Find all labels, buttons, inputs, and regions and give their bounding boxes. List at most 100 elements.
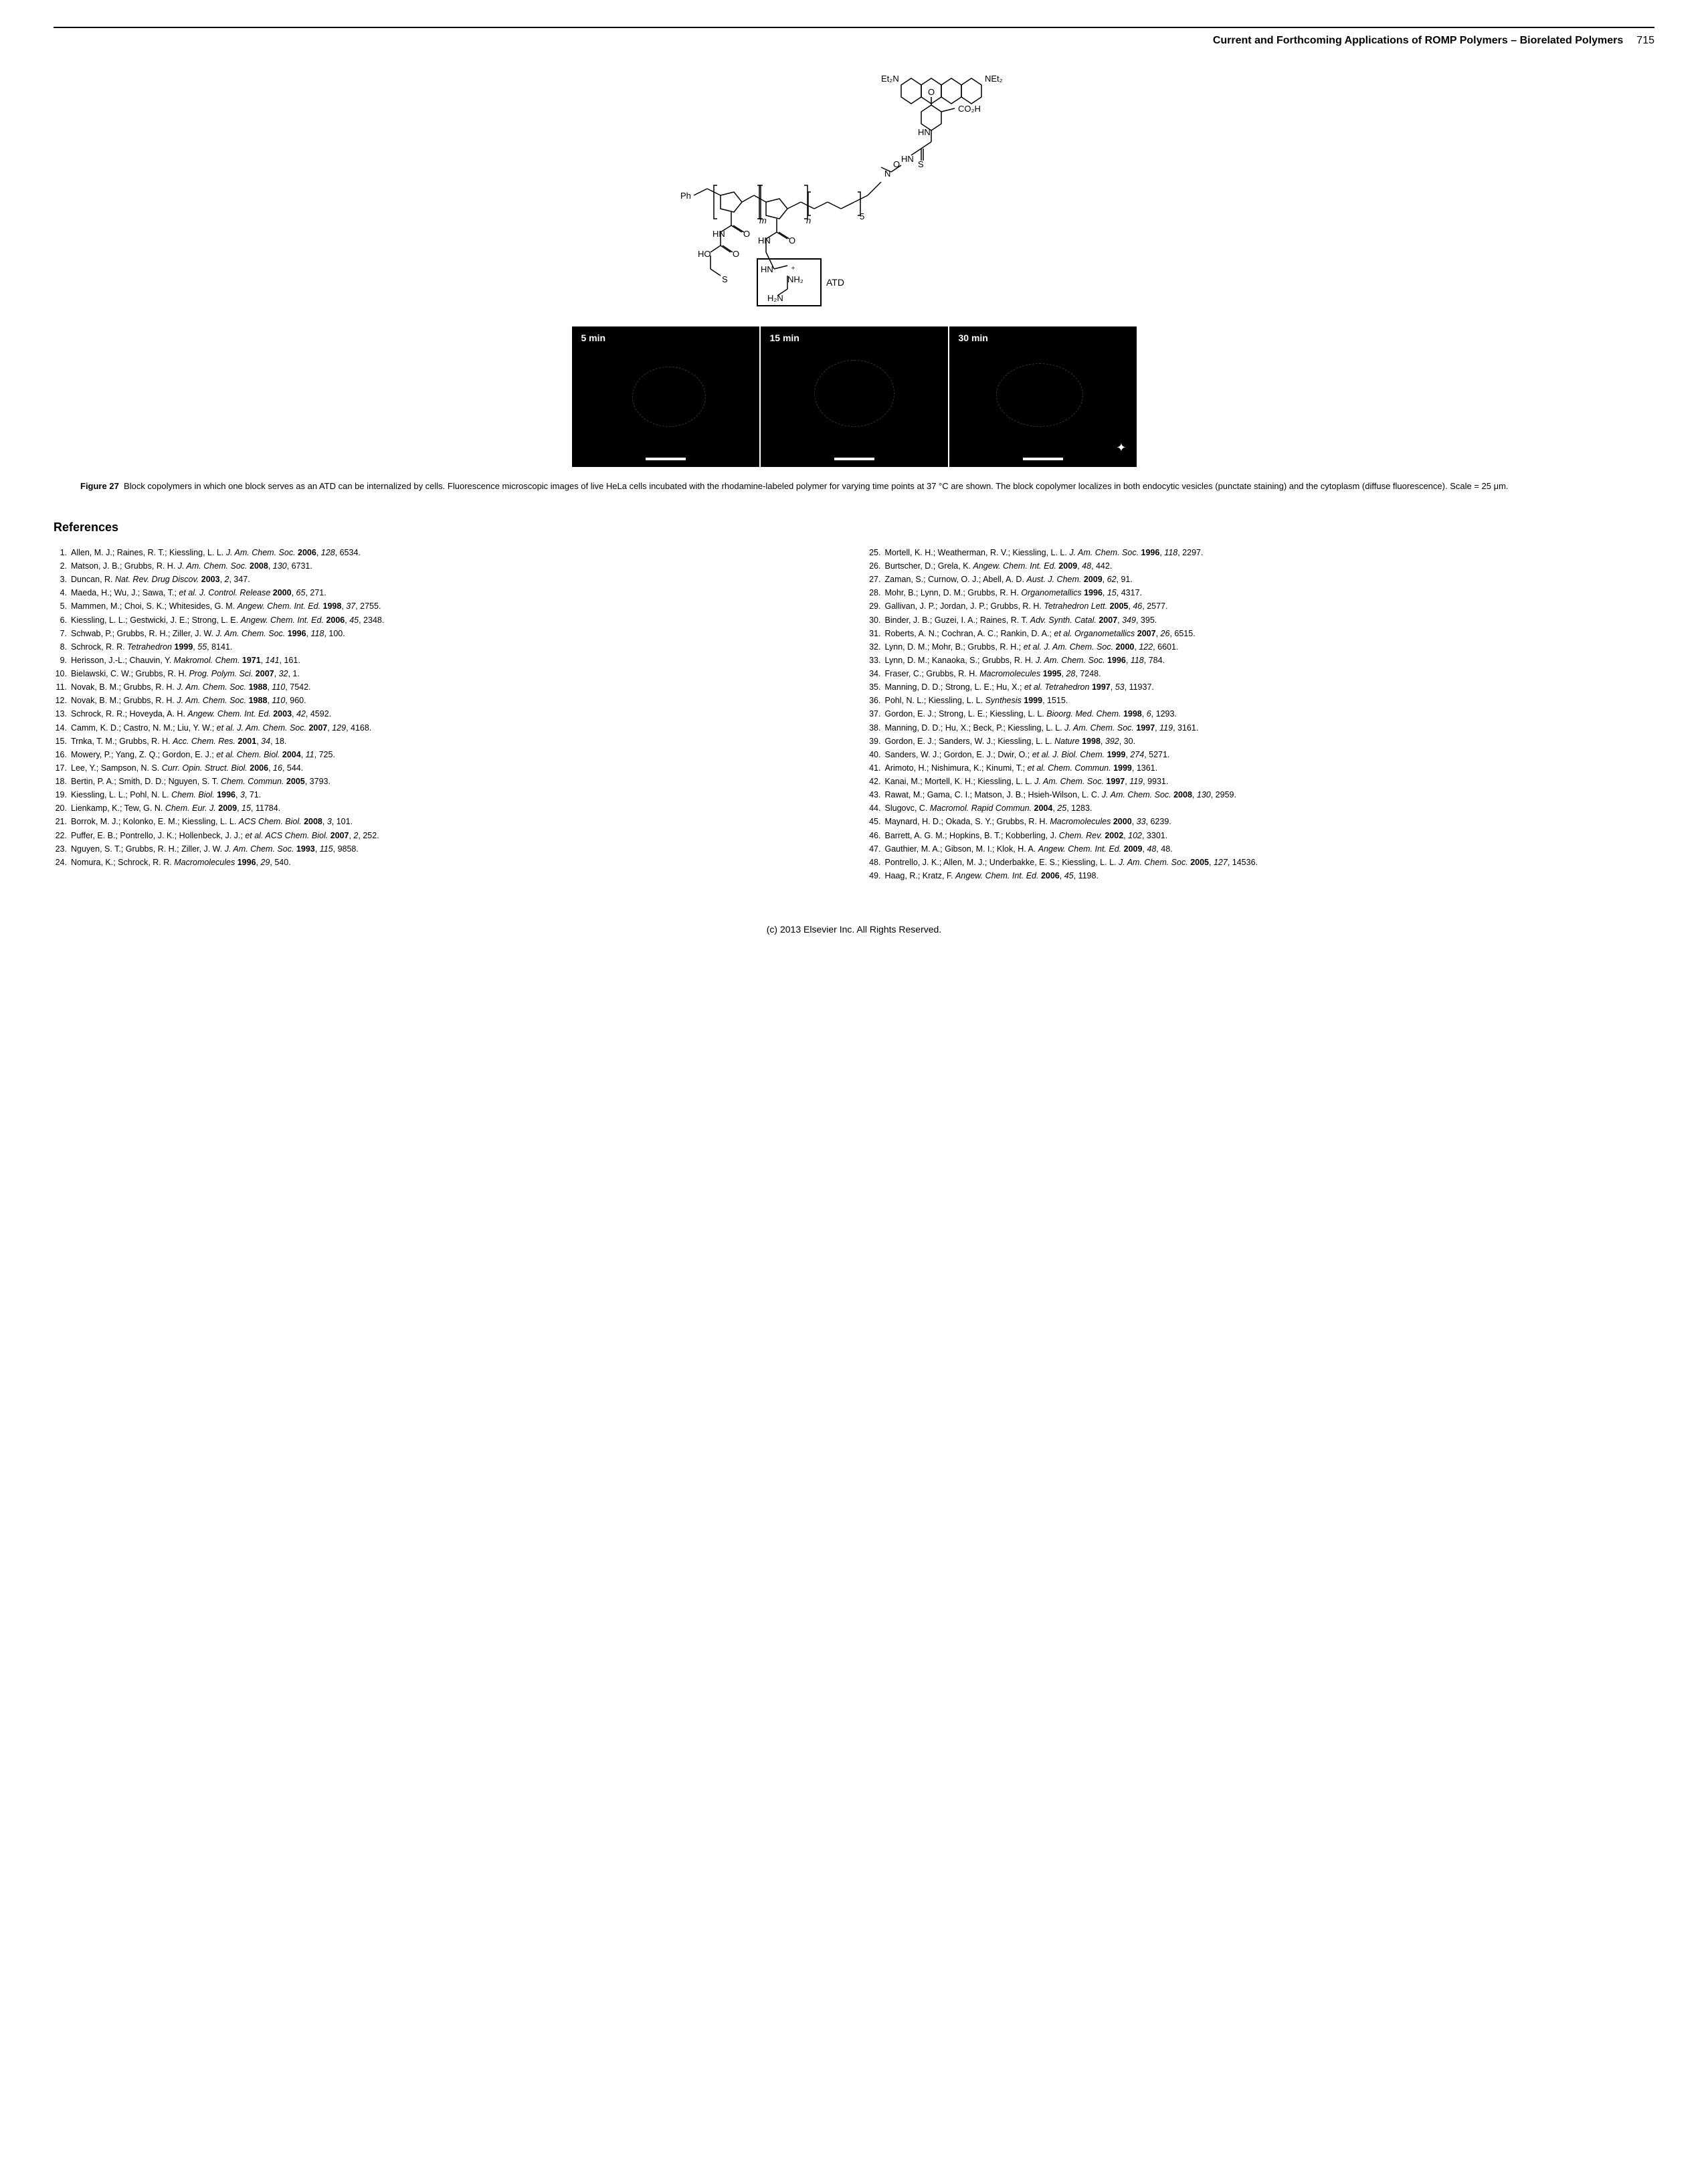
reference-text: Puffer, E. B.; Pontrello, J. K.; Hollenb… (71, 830, 841, 842)
microscopy-panels: 5 min 15 min 30 min ✦ (54, 326, 1654, 467)
reference-item: 22.Puffer, E. B.; Pontrello, J. K.; Holl… (54, 830, 841, 842)
svg-text:n: n (806, 215, 811, 225)
reference-text: Camm, K. D.; Castro, N. M.; Liu, Y. W.; … (71, 722, 841, 734)
reference-item: 18.Bertin, P. A.; Smith, D. D.; Nguyen, … (54, 775, 841, 787)
reference-number: 11. (54, 681, 71, 693)
reference-number: 45. (868, 816, 885, 828)
header-rule (54, 27, 1654, 28)
reference-number: 9. (54, 654, 71, 666)
reference-number: 36. (868, 694, 885, 706)
reference-text: Gordon, E. J.; Strong, L. E.; Kiessling,… (885, 708, 1655, 720)
reference-text: Zaman, S.; Curnow, O. J.; Abell, A. D. A… (885, 573, 1655, 585)
reference-item: 21.Borrok, M. J.; Kolonko, E. M.; Kiessl… (54, 816, 841, 828)
panel-label: 30 min (955, 330, 992, 347)
reference-text: Gauthier, M. A.; Gibson, M. I.; Klok, H.… (885, 843, 1655, 855)
svg-text:ATD: ATD (826, 277, 844, 288)
reference-number: 25. (868, 547, 885, 559)
reference-number: 43. (868, 789, 885, 801)
reference-number: 18. (54, 775, 71, 787)
svg-text:HN: HN (901, 154, 914, 164)
reference-number: 20. (54, 802, 71, 814)
reference-number: 38. (868, 722, 885, 734)
svg-text:5: 5 (860, 211, 864, 221)
reference-item: 1.Allen, M. J.; Raines, R. T.; Kiessling… (54, 547, 841, 559)
reference-number: 29. (868, 600, 885, 612)
panel-5min: 5 min (572, 326, 759, 467)
panel-15min: 15 min (761, 326, 948, 467)
reference-text: Nguyen, S. T.; Grubbs, R. H.; Ziller, J.… (71, 843, 841, 855)
reference-number: 4. (54, 587, 71, 599)
reference-item: 16.Mowery, P.; Yang, Z. Q.; Gordon, E. J… (54, 749, 841, 761)
reference-number: 41. (868, 762, 885, 774)
reference-text: Barrett, A. G. M.; Hopkins, B. T.; Kobbe… (885, 830, 1655, 842)
reference-text: Novak, B. M.; Grubbs, R. H. J. Am. Chem.… (71, 681, 841, 693)
reference-item: 26.Burtscher, D.; Grela, K. Angew. Chem.… (868, 560, 1655, 572)
reference-text: Duncan, R. Nat. Rev. Drug Discov. 2003, … (71, 573, 841, 585)
references-col-left: 1.Allen, M. J.; Raines, R. T.; Kiessling… (54, 547, 841, 883)
reference-number: 40. (868, 749, 885, 761)
copyright-footer: (c) 2013 Elsevier Inc. All Rights Reserv… (54, 923, 1654, 937)
reference-text: Manning, D. D.; Hu, X.; Beck, P.; Kiessl… (885, 722, 1655, 734)
chemical-structure: Et₂N NEt₂ CO₂H HN S HN N O Ph m n 5 O HN… (654, 68, 1055, 309)
reference-item: 35.Manning, D. D.; Strong, L. E.; Hu, X.… (868, 681, 1655, 693)
reference-item: 7.Schwab, P.; Grubbs, R. H.; Ziller, J. … (54, 628, 841, 640)
reference-text: Mohr, B.; Lynn, D. M.; Grubbs, R. H. Org… (885, 587, 1655, 599)
reference-number: 3. (54, 573, 71, 585)
reference-number: 47. (868, 843, 885, 855)
svg-text:⁺: ⁺ (791, 264, 795, 274)
reference-item: 25.Mortell, K. H.; Weatherman, R. V.; Ki… (868, 547, 1655, 559)
svg-text:HN: HN (918, 127, 931, 137)
reference-number: 19. (54, 789, 71, 801)
svg-text:CO₂H: CO₂H (958, 104, 981, 114)
reference-item: 44.Slugovc, C. Macromol. Rapid Commun. 2… (868, 802, 1655, 814)
reference-item: 15.Trnka, T. M.; Grubbs, R. H. Acc. Chem… (54, 735, 841, 747)
reference-item: 5.Mammen, M.; Choi, S. K.; Whitesides, G… (54, 600, 841, 612)
reference-text: Mowery, P.; Yang, Z. Q.; Gordon, E. J.; … (71, 749, 841, 761)
reference-text: Kanai, M.; Mortell, K. H.; Kiessling, L.… (885, 775, 1655, 787)
reference-number: 16. (54, 749, 71, 761)
scale-bar (1023, 458, 1063, 460)
reference-item: 9.Herisson, J.-L.; Chauvin, Y. Makromol.… (54, 654, 841, 666)
reference-text: Gordon, E. J.; Sanders, W. J.; Kiessling… (885, 735, 1655, 747)
reference-item: 23.Nguyen, S. T.; Grubbs, R. H.; Ziller,… (54, 843, 841, 855)
svg-text:Ph: Ph (680, 191, 691, 201)
reference-number: 13. (54, 708, 71, 720)
reference-number: 10. (54, 668, 71, 680)
reference-text: Haag, R.; Kratz, F. Angew. Chem. Int. Ed… (885, 870, 1655, 882)
reference-number: 15. (54, 735, 71, 747)
reference-text: Trnka, T. M.; Grubbs, R. H. Acc. Chem. R… (71, 735, 841, 747)
reference-item: 34.Fraser, C.; Grubbs, R. H. Macromolecu… (868, 668, 1655, 680)
reference-number: 7. (54, 628, 71, 640)
reference-number: 35. (868, 681, 885, 693)
svg-text:S: S (918, 159, 924, 169)
reference-item: 27.Zaman, S.; Curnow, O. J.; Abell, A. D… (868, 573, 1655, 585)
reference-text: Roberts, A. N.; Cochran, A. C.; Rankin, … (885, 628, 1655, 640)
reference-text: Bielawski, C. W.; Grubbs, R. H. Prog. Po… (71, 668, 841, 680)
reference-text: Mortell, K. H.; Weatherman, R. V.; Kiess… (885, 547, 1655, 559)
reference-text: Schrock, R. R. Tetrahedron 1999, 55, 814… (71, 641, 841, 653)
reference-item: 12.Novak, B. M.; Grubbs, R. H. J. Am. Ch… (54, 694, 841, 706)
svg-text:N: N (884, 169, 890, 179)
reference-item: 41.Arimoto, H.; Nishimura, K.; Kinumi, T… (868, 762, 1655, 774)
figure-label: Figure 27 (80, 481, 119, 491)
reference-number: 17. (54, 762, 71, 774)
reference-text: Maynard, H. D.; Okada, S. Y.; Grubbs, R.… (885, 816, 1655, 828)
references-heading: References (54, 519, 1654, 536)
running-title: Current and Forthcoming Applications of … (1213, 33, 1623, 48)
svg-text:HO: HO (698, 249, 711, 259)
reference-text: Burtscher, D.; Grela, K. Angew. Chem. In… (885, 560, 1655, 572)
reference-item: 31.Roberts, A. N.; Cochran, A. C.; Ranki… (868, 628, 1655, 640)
reference-item: 49.Haag, R.; Kratz, F. Angew. Chem. Int.… (868, 870, 1655, 882)
reference-item: 40.Sanders, W. J.; Gordon, E. J.; Dwir, … (868, 749, 1655, 761)
svg-text:NEt₂: NEt₂ (985, 74, 1003, 84)
svg-text:O: O (733, 249, 739, 259)
reference-number: 26. (868, 560, 885, 572)
reference-text: Sanders, W. J.; Gordon, E. J.; Dwir, O.;… (885, 749, 1655, 761)
reference-number: 46. (868, 830, 885, 842)
reference-number: 22. (54, 830, 71, 842)
reference-number: 14. (54, 722, 71, 734)
reference-item: 6.Kiessling, L. L.; Gestwicki, J. E.; St… (54, 614, 841, 626)
reference-text: Lynn, D. M.; Mohr, B.; Grubbs, R. H.; et… (885, 641, 1655, 653)
reference-number: 31. (868, 628, 885, 640)
reference-number: 30. (868, 614, 885, 626)
